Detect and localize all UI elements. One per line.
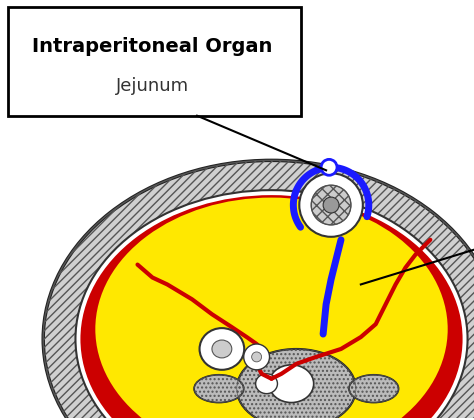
Circle shape xyxy=(311,185,351,225)
Ellipse shape xyxy=(212,340,232,358)
Ellipse shape xyxy=(237,349,356,420)
Ellipse shape xyxy=(43,160,474,420)
Ellipse shape xyxy=(255,374,277,394)
Ellipse shape xyxy=(282,419,311,420)
FancyBboxPatch shape xyxy=(9,7,301,116)
Ellipse shape xyxy=(75,190,467,420)
Circle shape xyxy=(299,173,363,237)
Circle shape xyxy=(323,197,339,213)
Ellipse shape xyxy=(95,197,448,420)
Ellipse shape xyxy=(200,328,244,370)
Circle shape xyxy=(321,159,337,175)
Ellipse shape xyxy=(194,375,244,402)
Ellipse shape xyxy=(269,365,314,402)
Circle shape xyxy=(252,352,262,362)
Circle shape xyxy=(244,344,270,370)
Ellipse shape xyxy=(349,375,399,402)
Text: Intraperitoneal Organ: Intraperitoneal Organ xyxy=(32,37,273,56)
Text: Jejunum: Jejunum xyxy=(116,77,189,95)
Ellipse shape xyxy=(81,195,463,420)
